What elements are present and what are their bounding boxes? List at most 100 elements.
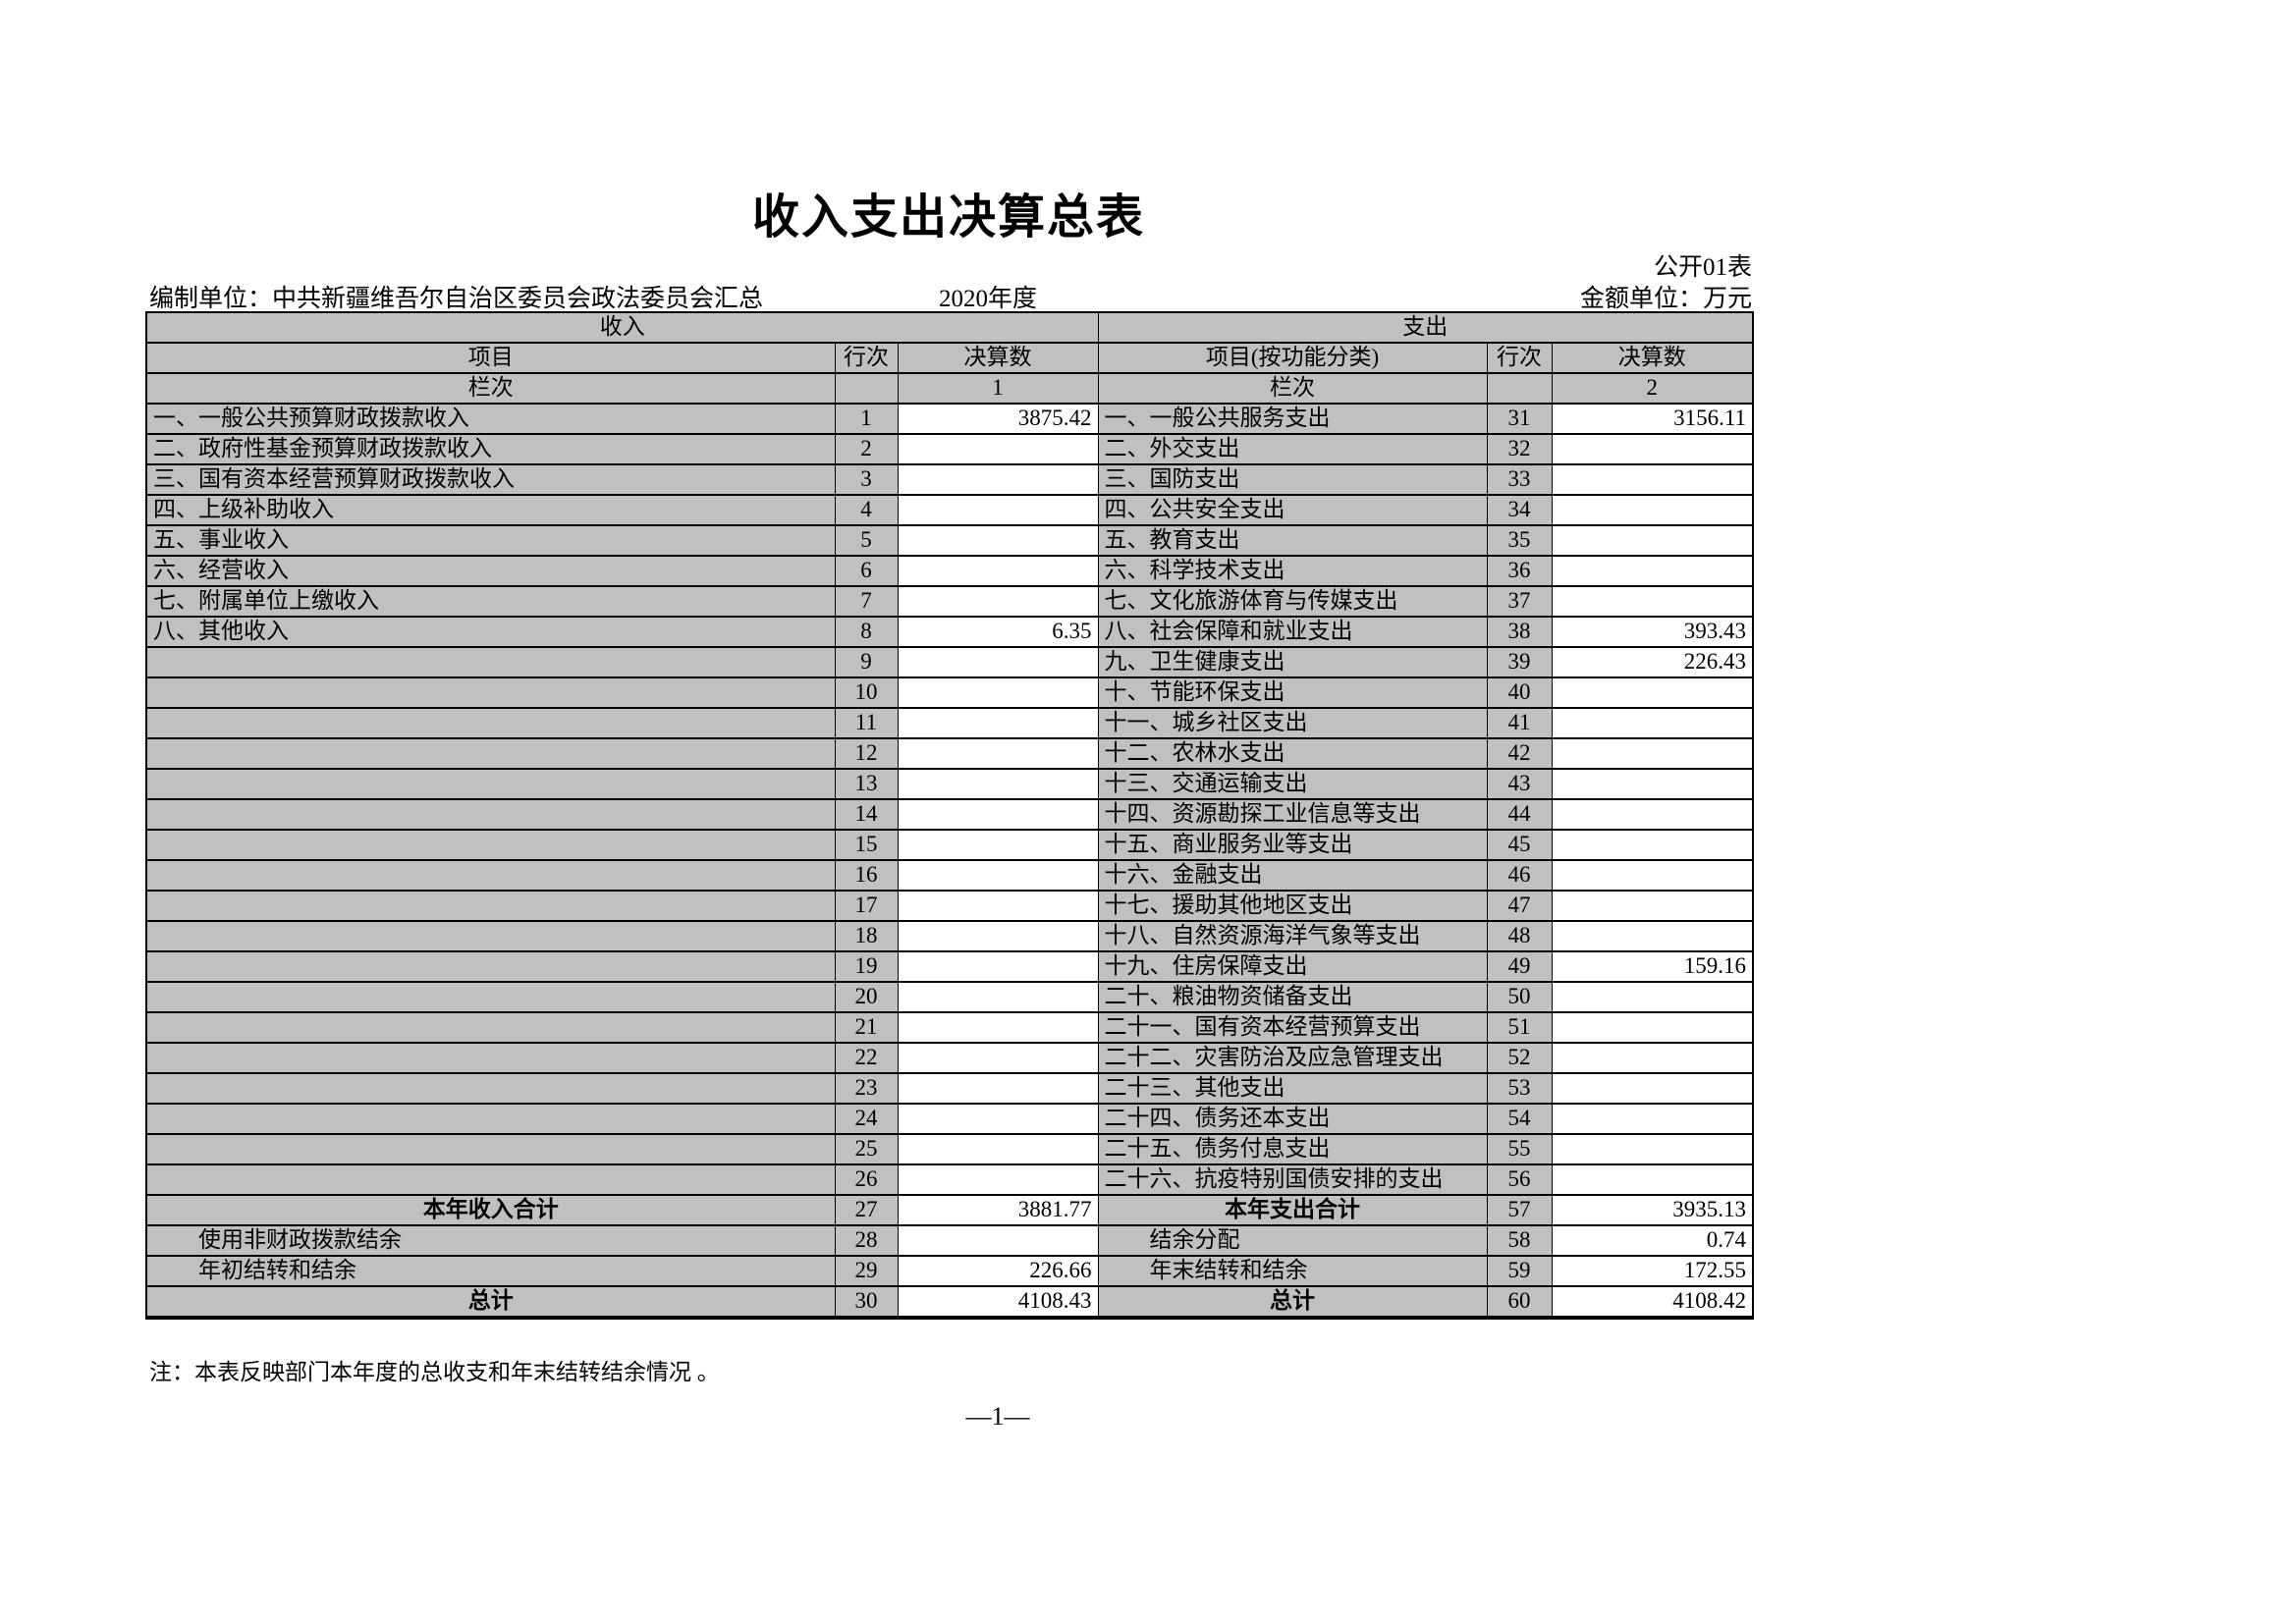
expense-amount-cell <box>1551 1072 1754 1105</box>
income-item-cell <box>145 829 836 861</box>
expense-item-cell: 十一、城乡社区支出 <box>1097 707 1488 739</box>
fiscal-year-label: 2020年度 <box>939 286 1038 312</box>
table-row: 七、附属单位上缴收入 7 七、文化旅游体育与传媒支出 37 <box>145 585 1754 618</box>
table-row: 四、上级补助收入 4 四、公共安全支出 34 <box>145 494 1754 526</box>
income-line-number-cell: 5 <box>834 524 899 557</box>
income-line-number-cell: 25 <box>834 1133 899 1165</box>
table-row: 11 十一、城乡社区支出 41 <box>145 707 1754 739</box>
table-row: 12 十二、农林水支出 42 <box>145 737 1754 770</box>
income-line-number-cell: 1 <box>834 403 899 435</box>
expense-amount-cell: 172.55 <box>1551 1255 1754 1287</box>
income-line-number-cell: 9 <box>834 646 899 678</box>
expense-item-cell: 总计 <box>1097 1285 1488 1319</box>
income-item-cell <box>145 798 836 831</box>
column-index-row: 栏次 1 栏次 2 <box>145 372 1754 405</box>
income-item-cell <box>145 1072 836 1105</box>
income-amount-cell <box>897 585 1099 618</box>
expense-item-cell: 十五、商业服务业等支出 <box>1097 829 1488 861</box>
income-item-cell <box>145 737 836 770</box>
income-amount-cell <box>897 737 1099 770</box>
expense-amount-cell <box>1551 585 1754 618</box>
income-item-cell <box>145 981 836 1013</box>
income-amount-cell <box>897 981 1099 1013</box>
expense-item-cell: 十、节能环保支出 <box>1097 676 1488 709</box>
table-row: 22 二十二、灾害防治及应急管理支出 52 <box>145 1042 1754 1074</box>
expense-amount-cell: 3156.11 <box>1551 403 1754 435</box>
table-row: 14 十四、资源勘探工业信息等支出 44 <box>145 798 1754 831</box>
prepared-by-label: 编制单位：中共新疆维吾尔自治区委员会政法委员会汇总 <box>149 286 764 312</box>
income-line-number-cell: 18 <box>834 920 899 952</box>
income-amount-cell <box>897 555 1099 587</box>
table-row: 16 十六、金融支出 46 <box>145 859 1754 892</box>
expense-amount-cell <box>1551 1042 1754 1074</box>
table-row: 20 二十、粮油物资储备支出 50 <box>145 981 1754 1013</box>
income-item-cell: 五、事业收入 <box>145 524 836 557</box>
expense-amount-cell <box>1551 829 1754 861</box>
expense-line-number-cell: 57 <box>1486 1194 1553 1226</box>
expense-line-number-cell: 44 <box>1486 798 1553 831</box>
income-line-number-cell: 7 <box>834 585 899 618</box>
page-title: 收入支出决算总表 <box>751 191 1145 243</box>
expense-item-cell: 八、社会保障和就业支出 <box>1097 616 1488 648</box>
table-row: 总计 30 4108.43 总计 60 4108.42 <box>145 1285 1754 1319</box>
table-code-label: 公开01表 <box>1653 254 1752 281</box>
income-amount-cell: 4108.43 <box>897 1285 1099 1319</box>
expense-column-index: 2 <box>1551 372 1754 405</box>
table-row: 15 十五、商业服务业等支出 45 <box>145 829 1754 861</box>
income-line-number-cell: 20 <box>834 981 899 1013</box>
expense-amount-cell <box>1551 859 1754 892</box>
income-amount-cell <box>897 1011 1099 1044</box>
expense-section-header: 支出 <box>1097 311 1754 344</box>
expense-amount-cell <box>1551 494 1754 526</box>
table-row: 17 十七、援助其他地区支出 47 <box>145 890 1754 922</box>
expense-item-cell: 二、外交支出 <box>1097 433 1488 465</box>
income-amount-cell <box>897 950 1099 983</box>
expense-column-index-blank <box>1486 372 1553 405</box>
expense-line-col-header: 行次 <box>1486 342 1553 374</box>
income-amount-cell <box>897 768 1099 800</box>
income-amount-cell <box>897 707 1099 739</box>
expense-line-number-cell: 34 <box>1486 494 1553 526</box>
income-column-index: 1 <box>897 372 1099 405</box>
expense-amount-cell <box>1551 890 1754 922</box>
income-item-cell: 七、附属单位上缴收入 <box>145 585 836 618</box>
table-row: 9 九、卫生健康支出 39 226.43 <box>145 646 1754 678</box>
income-line-number-cell: 27 <box>834 1194 899 1226</box>
income-item-cell <box>145 676 836 709</box>
table-row: 26 二十六、抗疫特别国债安排的支出 56 <box>145 1163 1754 1196</box>
expense-amount-cell: 0.74 <box>1551 1224 1754 1257</box>
income-item-cell <box>145 1103 836 1135</box>
expense-item-cell: 结余分配 <box>1097 1224 1488 1257</box>
expense-amount-cell <box>1551 676 1754 709</box>
income-item-col-header: 项目 <box>145 342 836 374</box>
income-item-cell: 二、政府性基金预算财政拨款收入 <box>145 433 836 465</box>
expense-amount-cell <box>1551 768 1754 800</box>
income-item-cell: 年初结转和结余 <box>145 1255 836 1287</box>
income-line-number-cell: 16 <box>834 859 899 892</box>
expense-line-number-cell: 36 <box>1486 555 1553 587</box>
expense-line-number-cell: 31 <box>1486 403 1553 435</box>
income-line-number-cell: 24 <box>834 1103 899 1135</box>
expense-item-col-header: 项目(按功能分类) <box>1097 342 1488 374</box>
income-amount-cell <box>897 1072 1099 1105</box>
income-amount-cell <box>897 859 1099 892</box>
income-amount-cell <box>897 494 1099 526</box>
expense-line-number-cell: 54 <box>1486 1103 1553 1135</box>
expense-item-cell: 十八、自然资源海洋气象等支出 <box>1097 920 1488 952</box>
income-line-number-cell: 15 <box>834 829 899 861</box>
income-item-cell: 使用非财政拨款结余 <box>145 1224 836 1257</box>
table-row: 本年收入合计 27 3881.77 本年支出合计 57 3935.13 <box>145 1194 1754 1226</box>
expense-amount-cell: 3935.13 <box>1551 1194 1754 1226</box>
final-accounts-table: 收入 支出 项目 行次 决算数 项目(按功能分类) 行次 决算数 栏次 1 栏次… <box>145 311 1755 1320</box>
table-row: 使用非财政拨款结余 28 结余分配 58 0.74 <box>145 1224 1754 1257</box>
income-item-cell: 八、其他收入 <box>145 616 836 648</box>
expense-line-number-cell: 48 <box>1486 920 1553 952</box>
expense-amount-cell <box>1551 798 1754 831</box>
income-line-number-cell: 17 <box>834 890 899 922</box>
expense-line-number-cell: 47 <box>1486 890 1553 922</box>
expense-line-number-cell: 33 <box>1486 463 1553 496</box>
expense-amount-col-header: 决算数 <box>1551 342 1754 374</box>
expense-column-index-label: 栏次 <box>1097 372 1488 405</box>
expense-amount-cell <box>1551 555 1754 587</box>
income-line-number-cell: 10 <box>834 676 899 709</box>
